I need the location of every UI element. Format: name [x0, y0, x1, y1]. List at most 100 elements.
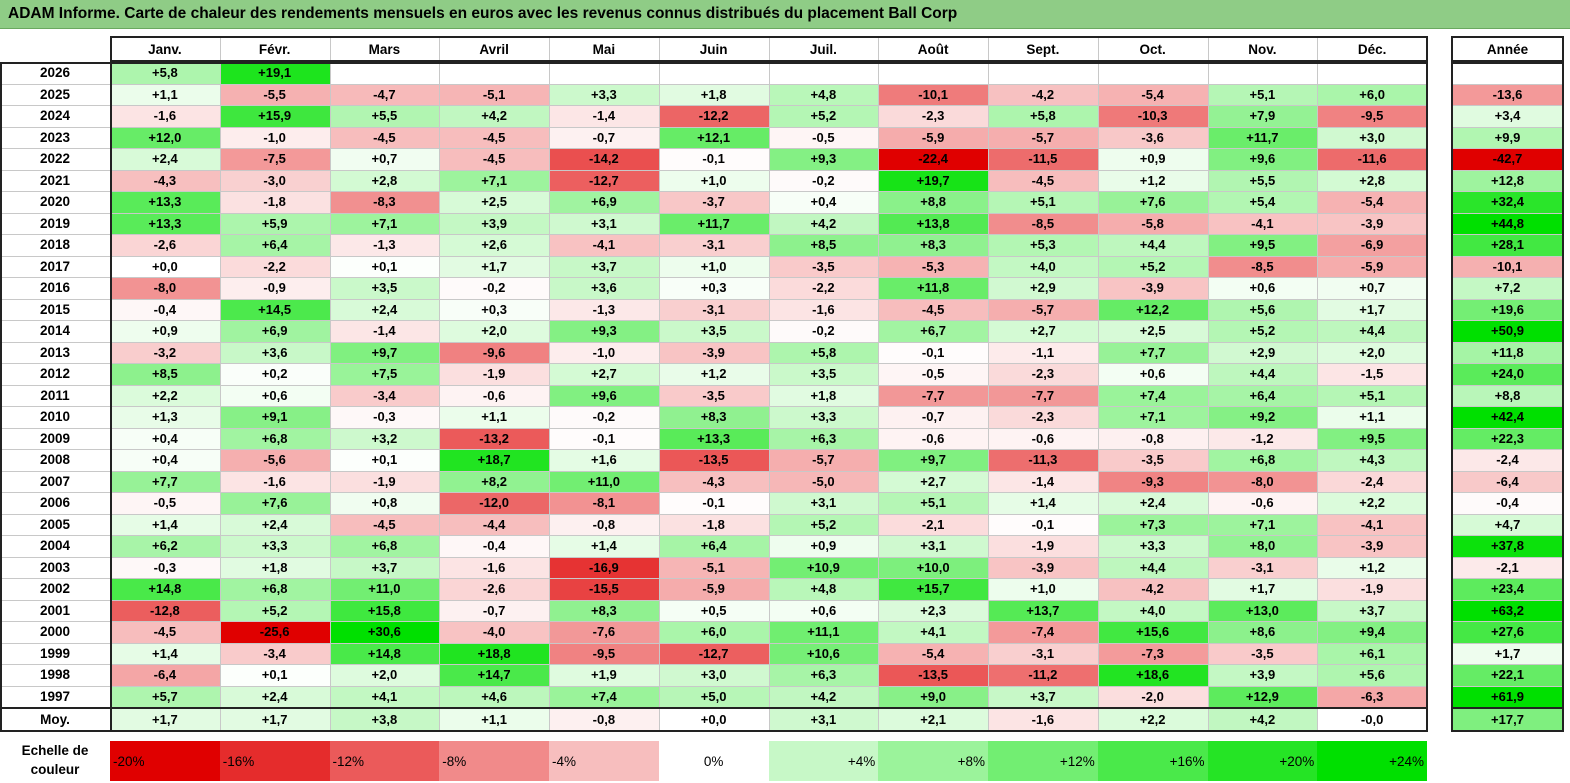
- grid-line-horizontal: [0, 234, 1427, 235]
- heatmap-cell: +3,7: [549, 255, 659, 277]
- heatmap-cell: +1,2: [658, 363, 769, 385]
- heatmap-cell: -2,3: [988, 363, 1098, 385]
- heatmap-cell: -2,4: [1317, 470, 1427, 492]
- title-bar: ADAM Informe. Carte de chaleur des rende…: [0, 0, 1570, 29]
- heatmap-cell: +7,7: [1097, 341, 1208, 363]
- grid-line-horizontal: [0, 621, 1427, 622]
- heatmap-cell: +4,2: [768, 212, 879, 234]
- grid-line-horizontal: [1451, 320, 1564, 321]
- heatmap-cell: +6,8: [219, 427, 330, 449]
- average-cell: -1,6: [988, 707, 1098, 732]
- heatmap-cell: -3,9: [1317, 535, 1427, 557]
- heatmap-cell: +5,9: [219, 212, 330, 234]
- heatmap-cell: +3,7: [329, 556, 440, 578]
- heatmap-cell: -7,3: [1097, 642, 1208, 664]
- year-total-cell: -10,1: [1451, 255, 1564, 277]
- heatmap-cell: -4,5: [988, 169, 1098, 191]
- heatmap-cell: -4,1: [1317, 513, 1427, 535]
- heatmap-cell: +8,0: [1207, 535, 1318, 557]
- grid-line-horizontal: [1451, 277, 1564, 278]
- year-label: 2000: [0, 621, 110, 643]
- heatmap-cell: +4,4: [1207, 363, 1318, 385]
- heatmap-cell: +2,9: [988, 277, 1098, 299]
- grid-line-horizontal: [1451, 363, 1564, 364]
- heatmap-cell: +2,2: [110, 384, 220, 406]
- heatmap-cell: -3,1: [1207, 556, 1318, 578]
- year-total-cell: +24,0: [1451, 363, 1564, 385]
- grid-line-horizontal: [1451, 169, 1564, 171]
- heatmap-cell: +8,3: [878, 234, 988, 256]
- grid-line-horizontal: [1451, 599, 1564, 601]
- year-label: 2026: [0, 62, 110, 84]
- heatmap-cell: +3,9: [1207, 664, 1318, 686]
- month-header: Mars: [329, 36, 440, 62]
- grid-line-horizontal: [0, 105, 1427, 106]
- year-column-separator: [110, 62, 112, 732]
- heatmap-cell: +1,7: [439, 255, 549, 277]
- heatmap-cell: +4,1: [878, 621, 988, 643]
- grid-line-vertical: [219, 36, 221, 732]
- heatmap-cell: +14,7: [439, 664, 549, 686]
- heatmap-cell: +1,4: [988, 492, 1098, 514]
- heatmap-cell: -3,5: [658, 384, 769, 406]
- grid-line-horizontal: [0, 169, 1427, 171]
- heatmap-cell: +12,9: [1207, 685, 1318, 707]
- color-scale-swatch: +4%: [768, 741, 879, 781]
- heatmap-cell: +1,0: [658, 169, 769, 191]
- heatmap-cell: -5,5: [219, 83, 330, 105]
- year-total-cell: +9,9: [1451, 126, 1564, 148]
- month-header: Nov.: [1207, 36, 1318, 62]
- heatmap-cell: +13,8: [878, 212, 988, 234]
- heatmap-cell: +10,6: [768, 642, 879, 664]
- heatmap-cell: -13,2: [439, 427, 549, 449]
- color-scale-swatch: -16%: [219, 741, 330, 781]
- heatmap-cell: +2,4: [329, 298, 440, 320]
- heatmap-cell: -1,2: [1207, 427, 1318, 449]
- heatmap-cell: -4,5: [329, 513, 440, 535]
- grid-line-horizontal: [0, 212, 1427, 214]
- heatmap-cell: -12,7: [658, 642, 769, 664]
- heatmap-cell: [329, 62, 440, 84]
- heatmap-cell: -0,1: [658, 492, 769, 514]
- heatmap-cell: +5,2: [1097, 255, 1208, 277]
- year-label: 2009: [0, 427, 110, 449]
- heatmap-cell: +1,4: [549, 535, 659, 557]
- grid-line-vertical: [988, 36, 989, 732]
- year-total-cell: -0,4: [1451, 492, 1564, 514]
- heatmap-cell: -5,1: [439, 83, 549, 105]
- heatmap-cell: -3,4: [329, 384, 440, 406]
- year-total-cell: +42,4: [1451, 406, 1564, 428]
- heatmap-cell: -9,5: [549, 642, 659, 664]
- heatmap-cell: +5,1: [1317, 384, 1427, 406]
- heatmap-cell: +7,3: [1097, 513, 1208, 535]
- heatmap-cell: +2,0: [439, 320, 549, 342]
- heatmap-cell: +5,4: [1207, 191, 1318, 213]
- grid-line-vertical: [658, 36, 660, 732]
- year-label: 2014: [0, 320, 110, 342]
- heatmap-cell: +18,7: [439, 449, 549, 471]
- heatmap-cell: +0,7: [1317, 277, 1427, 299]
- heatmap-cell: -10,3: [1097, 105, 1208, 127]
- heatmap-cell: +0,6: [1097, 363, 1208, 385]
- year-total-cell: +23,4: [1451, 578, 1564, 600]
- grid-line-horizontal: [0, 126, 1427, 128]
- heatmap-cell: +12,0: [110, 126, 220, 148]
- heatmap-cell: +1,7: [1317, 298, 1427, 320]
- heatmap-cell: -0,5: [768, 126, 879, 148]
- grid-line-horizontal: [1451, 449, 1564, 450]
- grid-line-horizontal: [0, 642, 1427, 644]
- year-total-cell: +19,6: [1451, 298, 1564, 320]
- heatmap-cell: +5,7: [110, 685, 220, 707]
- heatmap-cell: -7,5: [219, 148, 330, 170]
- grid-line-horizontal: [0, 578, 1427, 579]
- heatmap-cell: [768, 62, 879, 84]
- heatmap-cell: +18,8: [439, 642, 549, 664]
- heatmap-cell: +5,8: [768, 341, 879, 363]
- heatmap-cell: +19,7: [878, 169, 988, 191]
- heatmap-cell: -4,1: [549, 234, 659, 256]
- month-header: Août: [878, 36, 988, 62]
- year-total-cell: -6,4: [1451, 470, 1564, 492]
- year-label: 2021: [0, 169, 110, 191]
- heatmap-cell: -0,4: [110, 298, 220, 320]
- heatmap-cell: -0,1: [549, 427, 659, 449]
